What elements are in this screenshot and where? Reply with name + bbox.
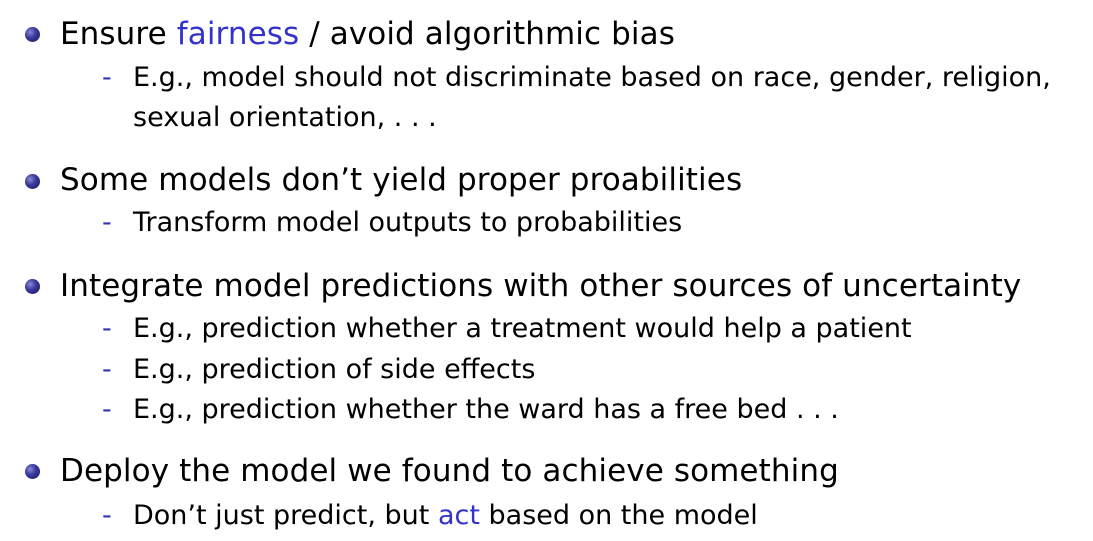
- dash-bullet: -: [102, 500, 112, 531]
- dash-bullet: -: [102, 394, 112, 425]
- sub-item-text: Don’t just predict, but act based on the…: [133, 496, 1092, 536]
- sub-item: - Transform model outputs to probabiliti…: [102, 203, 1092, 243]
- ball-bullet-icon: [25, 279, 40, 294]
- sub-item: - E.g., prediction whether a treatment w…: [102, 309, 1092, 349]
- sub-item: - E.g., model should not discriminate ba…: [102, 58, 1092, 138]
- highlight-term: fairness: [176, 16, 300, 52]
- bullet-main-text: Deploy the model we found to achieve som…: [60, 453, 839, 489]
- dash-bullet: -: [102, 207, 112, 238]
- ball-bullet-icon: [25, 464, 40, 479]
- highlight-term: act: [437, 500, 480, 531]
- sub-item: - E.g., prediction of side effects: [102, 350, 1092, 390]
- sub-item: - E.g., prediction whether the ward has …: [102, 390, 1092, 430]
- dash-bullet: -: [102, 313, 112, 344]
- bullet-main-text: Ensure fairness / avoid algorithmic bias: [60, 16, 675, 52]
- sub-text-pre: Don’t just predict, but: [133, 500, 438, 531]
- dash-bullet: -: [102, 62, 112, 93]
- bullet-main-text: Some models don’t yield proper proabilit…: [60, 162, 743, 198]
- bullet-text-post: / avoid algorithmic bias: [299, 16, 675, 52]
- sub-item-text: E.g., model should not discriminate base…: [133, 62, 1051, 133]
- ball-bullet-icon: [25, 174, 40, 189]
- sub-item: - Don’t just predict, but act based on t…: [102, 496, 1092, 536]
- ball-bullet-icon: [25, 27, 40, 42]
- sub-item-text: Transform model outputs to probabilities: [133, 207, 683, 238]
- sub-item-text: E.g., prediction of side effects: [133, 354, 536, 385]
- bullet-main-text: Integrate model predictions with other s…: [60, 268, 1022, 304]
- bullet-text-pre: Ensure: [60, 16, 177, 52]
- sub-item-text: E.g., prediction whether a treatment wou…: [133, 313, 912, 344]
- sub-text-post: based on the model: [479, 500, 758, 531]
- sub-item-text: E.g., prediction whether the ward has a …: [133, 394, 839, 425]
- dash-bullet: -: [102, 354, 112, 385]
